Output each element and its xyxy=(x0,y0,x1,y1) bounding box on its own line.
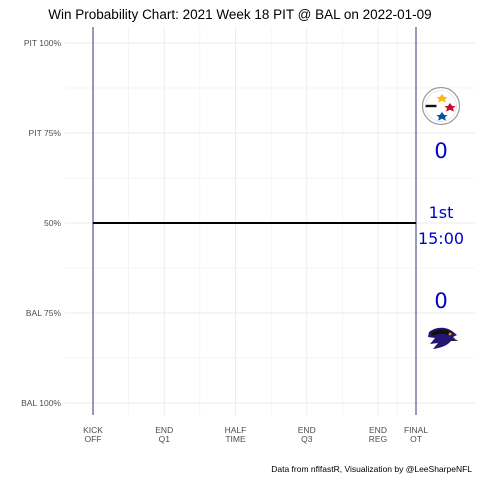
x-tick-label: Q3 xyxy=(301,434,313,444)
away-team-score: 0 xyxy=(434,139,447,163)
chart-title: Win Probability Chart: 2021 Week 18 PIT … xyxy=(48,7,431,22)
y-tick-label: BAL 75% xyxy=(26,308,62,318)
game-quarter: 1st xyxy=(429,203,454,222)
x-tick-label: OT xyxy=(410,434,422,444)
period-boundary-lines xyxy=(92,27,417,415)
x-tick-label: FINAL xyxy=(404,425,428,435)
home-team-score: 0 xyxy=(434,289,447,313)
x-tick-label: KICK xyxy=(83,425,103,435)
x-tick-label: END xyxy=(155,425,173,435)
steelers-logo xyxy=(421,86,461,126)
y-tick-label: PIT 75% xyxy=(29,128,62,138)
x-tick-label: END xyxy=(298,425,316,435)
x-tick-label: Q1 xyxy=(159,434,171,444)
game-time: 15:00 xyxy=(418,229,464,248)
x-tick-label: OFF xyxy=(85,434,102,444)
ravens-logo xyxy=(428,327,458,349)
y-tick-label: 50% xyxy=(44,218,61,228)
x-tick-label: TIME xyxy=(225,434,246,444)
x-tick-label: REG xyxy=(369,434,387,444)
y-axis-ticks: PIT 100% PIT 75% 50% BAL 75% BAL 100% xyxy=(21,38,61,408)
grid-lines xyxy=(65,27,475,415)
y-tick-label: BAL 100% xyxy=(21,398,61,408)
chart-caption: Data from nflfastR, Visualization by @Le… xyxy=(271,464,472,474)
x-tick-label: END xyxy=(369,425,387,435)
y-tick-label: PIT 100% xyxy=(24,38,62,48)
x-tick-label: HALF xyxy=(225,425,247,435)
